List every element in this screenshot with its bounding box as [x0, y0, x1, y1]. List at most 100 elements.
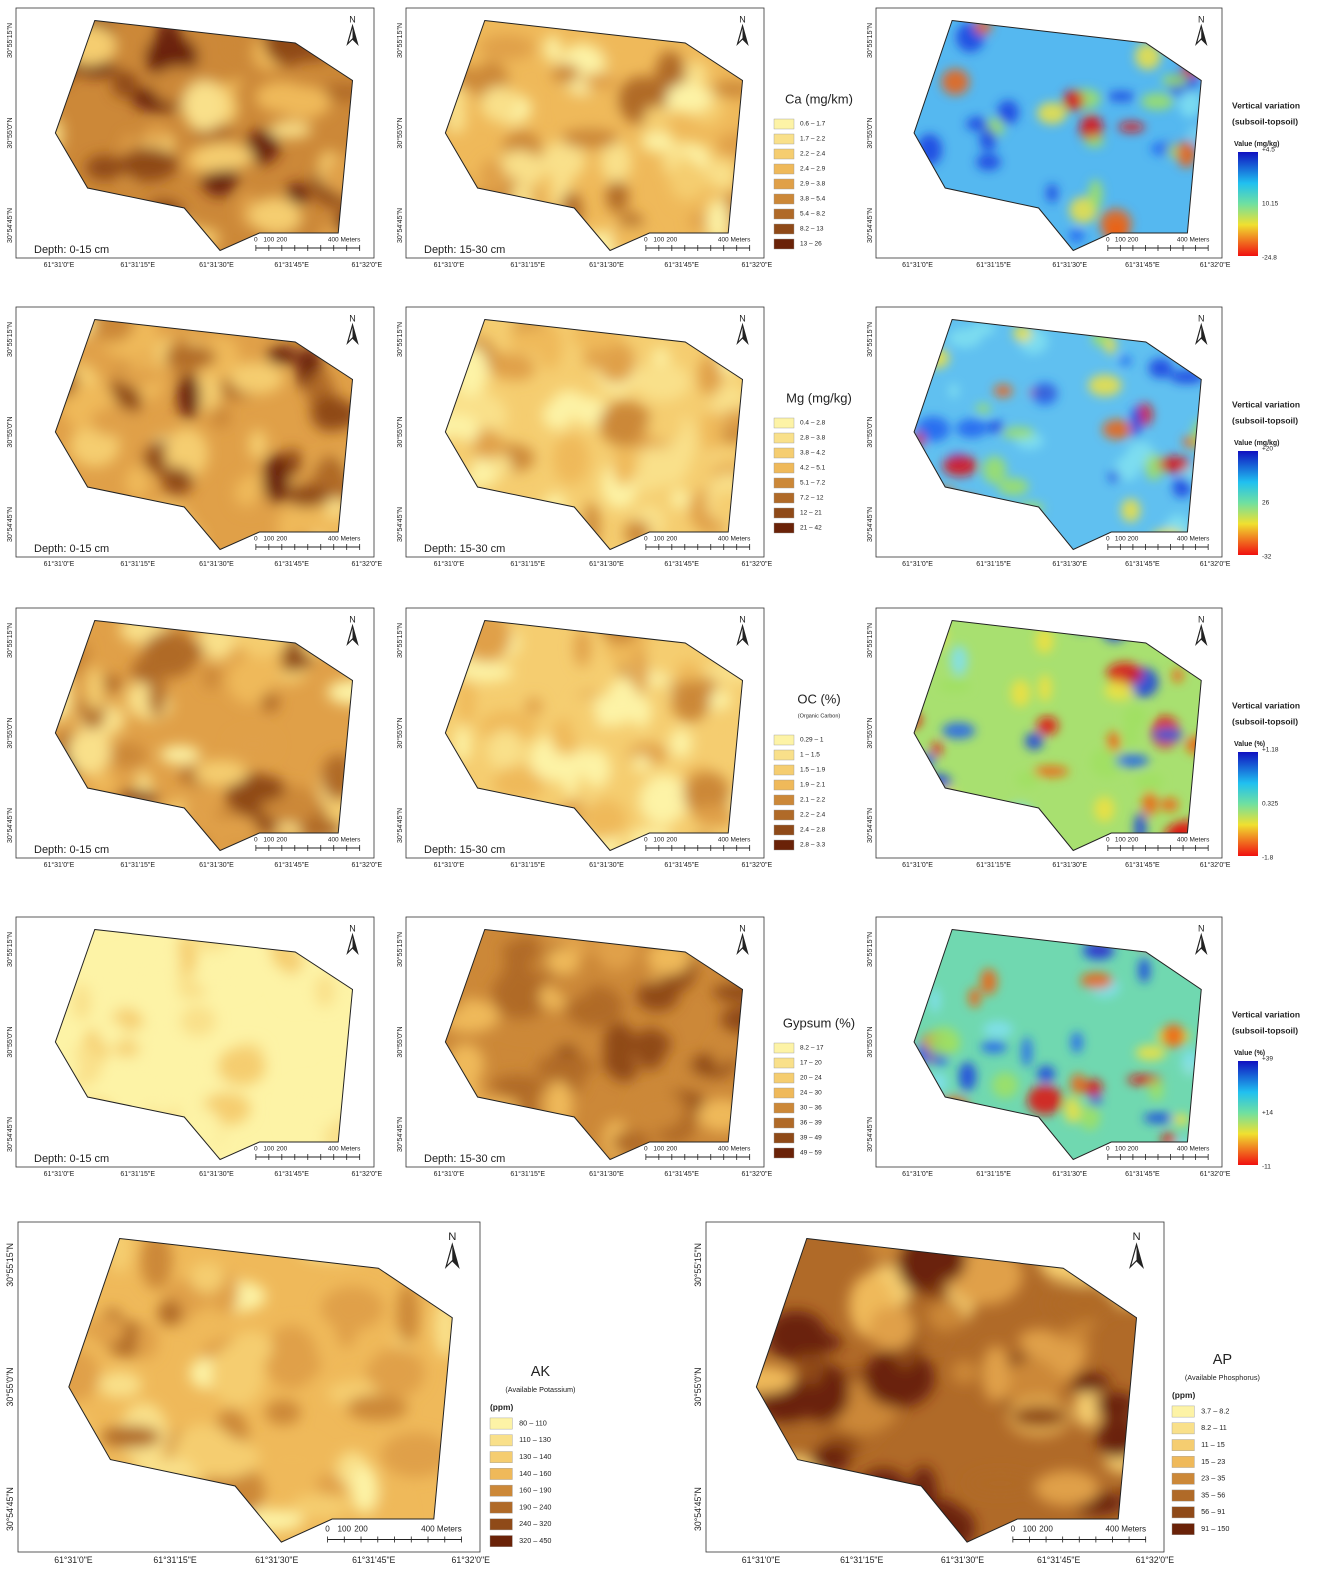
blob	[265, 1400, 301, 1425]
blob	[1173, 478, 1192, 498]
lon-label: 61°31'15"E	[510, 1170, 545, 1178]
legend-class: 1.5 – 1.9	[800, 767, 826, 774]
blob	[187, 1438, 259, 1479]
blob	[192, 962, 251, 994]
blob	[669, 160, 706, 200]
lon-label: 61°31'15"E	[976, 560, 1011, 568]
blob	[97, 1021, 127, 1046]
blob	[600, 42, 643, 59]
blob	[144, 938, 180, 983]
legend-swatch	[774, 179, 794, 189]
legend-swatch	[774, 780, 794, 790]
blob	[160, 746, 201, 764]
variation-subtitle: (subsoil-topsoil)	[1232, 415, 1298, 425]
variation-mid: 0.325	[1262, 801, 1279, 808]
blob	[183, 81, 226, 131]
scale-label: 100	[263, 237, 274, 244]
lon-label: 61°31'15"E	[976, 861, 1011, 869]
legend-class: 130 – 140	[519, 1452, 551, 1461]
legend-title: Ca (mg/km)	[785, 91, 853, 106]
lat-label: 30°55'0"N	[693, 1368, 703, 1407]
legend-swatch	[774, 523, 794, 533]
lon-label: 61°31'0"E	[44, 1170, 75, 1178]
blob	[498, 357, 535, 381]
scale-label: 400 Meters	[1177, 536, 1210, 543]
legend-unit: (ppm)	[1172, 1390, 1195, 1400]
lon-label: 61°32'0"E	[1200, 1170, 1231, 1178]
scale-label: 0	[325, 1525, 330, 1534]
legend-swatch	[774, 194, 794, 204]
legend-title: AP	[1213, 1352, 1232, 1368]
legend-class: 2.9 – 3.8	[800, 181, 826, 188]
lon-label: 61°31'45"E	[1125, 1170, 1160, 1178]
lon-label: 61°31'15"E	[976, 261, 1011, 269]
blob	[869, 1306, 915, 1350]
blob	[994, 385, 1013, 398]
lat-label: 30°55'15"N	[866, 23, 874, 58]
blob	[149, 676, 166, 718]
blob	[1160, 798, 1179, 812]
blob	[90, 406, 137, 436]
legend-swatch	[1172, 1406, 1194, 1417]
blob	[553, 973, 590, 999]
north-label: N	[1198, 614, 1205, 624]
blob	[115, 367, 162, 385]
scale-label: 200	[1039, 1525, 1053, 1534]
lat-label: 30°54'45"N	[866, 1117, 874, 1152]
lon-label: 61°32'0"E	[351, 560, 382, 568]
blob	[259, 1441, 324, 1479]
blob	[1135, 1045, 1166, 1061]
legend-swatch	[774, 1148, 794, 1158]
legend-class: 35 – 56	[1201, 1490, 1225, 1499]
blob	[525, 698, 542, 716]
blob	[1079, 1104, 1100, 1130]
legend-class: 17 – 20	[800, 1060, 822, 1067]
scale-label: 400 Meters	[328, 837, 361, 844]
lon-label: 61°31'0"E	[902, 261, 933, 269]
north-label: N	[1132, 1231, 1140, 1243]
scale-label: 0	[254, 237, 258, 244]
legend-title: OC (%)	[797, 691, 840, 706]
blob	[942, 722, 975, 738]
legend-swatch	[774, 1118, 794, 1128]
blob	[230, 732, 276, 757]
blob	[481, 86, 519, 121]
lon-label: 61°32'0"E	[741, 560, 772, 568]
lon-label: 61°31'15"E	[153, 1555, 196, 1565]
blob	[230, 1331, 272, 1365]
scale-label: 0	[1106, 237, 1110, 244]
lat-label: 30°55'0"N	[6, 117, 14, 148]
blob	[180, 1006, 216, 1037]
legend-class: 20 – 24	[800, 1075, 822, 1082]
legend-class: 3.8 – 5.4	[800, 196, 826, 203]
variation-unit: Value (%)	[1234, 741, 1265, 748]
blob	[634, 363, 691, 401]
colorbar	[1238, 451, 1258, 555]
lat-label: 30°54'45"N	[6, 507, 14, 542]
lon-label: 61°31'30"E	[589, 261, 624, 269]
blob	[369, 1348, 425, 1397]
blob	[285, 484, 329, 507]
lon-label: 61°31'30"E	[255, 1555, 298, 1565]
lat-label: 30°55'0"N	[396, 1026, 404, 1057]
north-label: N	[739, 14, 746, 24]
blob	[992, 1072, 1018, 1098]
lon-label: 61°31'45"E	[274, 560, 309, 568]
lat-label: 30°55'0"N	[866, 117, 874, 148]
lat-label: 30°54'45"N	[396, 1117, 404, 1152]
blob	[1158, 456, 1190, 473]
blob	[1131, 406, 1142, 437]
blob	[217, 1048, 265, 1086]
legend-class: 0.4 – 2.8	[800, 420, 826, 427]
blob	[951, 1360, 977, 1384]
lon-label: 61°31'15"E	[120, 560, 155, 568]
lon-label: 61°31'30"E	[1052, 861, 1087, 869]
variation-subtitle: (subsoil-topsoil)	[1232, 1025, 1298, 1035]
blob	[583, 72, 617, 90]
lon-label: 61°31'45"E	[1125, 560, 1160, 568]
lat-label: 30°54'45"N	[866, 208, 874, 243]
north-label: N	[1198, 923, 1205, 933]
scale-label: 200	[666, 837, 677, 844]
lat-label: 30°55'0"N	[6, 1026, 14, 1057]
blob	[1016, 771, 1040, 787]
